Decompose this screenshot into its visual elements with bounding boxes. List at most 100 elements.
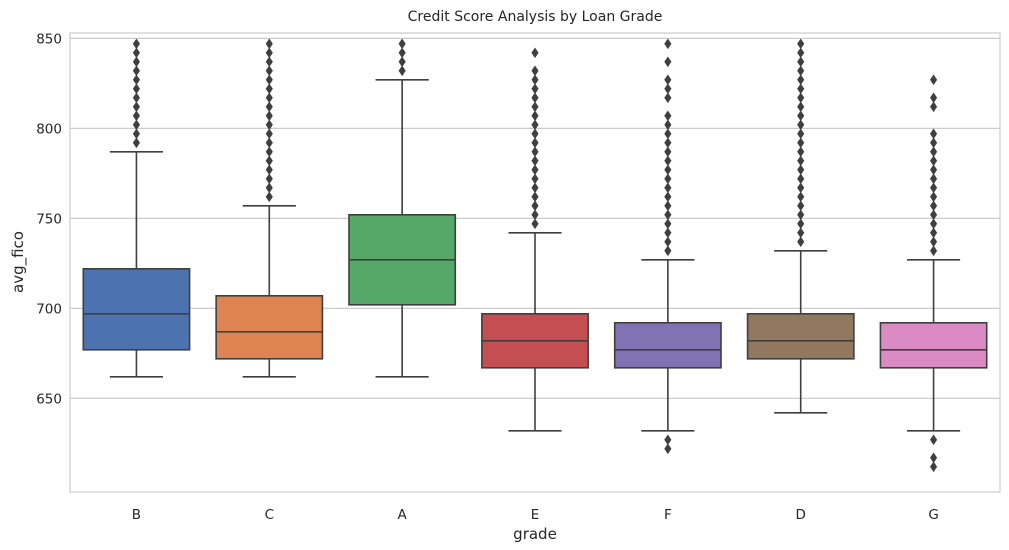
outlier-point <box>930 227 938 239</box>
outlier-point <box>265 155 273 167</box>
outlier-point <box>930 101 938 113</box>
outlier-point <box>132 119 140 131</box>
outlier-point <box>531 218 539 230</box>
outlier-point <box>265 74 273 86</box>
x-tick-label: F <box>664 507 672 523</box>
boxes <box>82 38 988 473</box>
outlier-point <box>930 137 938 149</box>
outlier-point <box>797 146 805 158</box>
box-iqr <box>746 312 855 360</box>
outlier-point <box>664 209 672 221</box>
box-iqr <box>82 267 191 351</box>
outlier-point <box>398 56 406 68</box>
outlier-point <box>797 137 805 149</box>
outlier-point <box>797 164 805 176</box>
outlier-point <box>797 173 805 185</box>
outlier-point <box>398 38 406 50</box>
outlier-point <box>930 191 938 203</box>
outlier-point <box>664 245 672 257</box>
outlier-point <box>531 92 539 104</box>
outlier-point <box>132 65 140 77</box>
outlier-point <box>265 56 273 68</box>
box-iqr <box>613 321 722 369</box>
outlier-point <box>531 155 539 167</box>
outlier-point <box>531 83 539 95</box>
y-tick-label: 650 <box>36 391 62 407</box>
outlier-point <box>132 83 140 95</box>
outlier-point <box>265 47 273 59</box>
outlier-point <box>664 164 672 176</box>
outlier-point <box>132 74 140 86</box>
x-axis-label: grade <box>513 525 557 543</box>
outlier-point <box>797 74 805 86</box>
outlier-point <box>664 173 672 185</box>
outlier-point <box>531 110 539 122</box>
outlier-point <box>265 65 273 77</box>
outlier-point <box>265 164 273 176</box>
outlier-point <box>930 128 938 140</box>
outlier-point <box>930 245 938 257</box>
outlier-point <box>930 434 938 446</box>
outlier-point <box>664 434 672 446</box>
outlier-point <box>531 164 539 176</box>
outlier-point <box>797 56 805 68</box>
outlier-point <box>664 56 672 68</box>
outlier-point <box>797 83 805 95</box>
outlier-point <box>930 155 938 167</box>
x-tick-label: G <box>928 507 938 523</box>
outlier-point <box>797 209 805 221</box>
outlier-point <box>664 83 672 95</box>
outlier-point <box>797 155 805 167</box>
outlier-point <box>664 38 672 50</box>
outlier-point <box>265 101 273 113</box>
outlier-point <box>797 101 805 113</box>
box-group-E <box>481 47 589 432</box>
box-iqr <box>215 294 324 360</box>
box-group-B <box>82 38 191 378</box>
outlier-point <box>398 47 406 59</box>
outlier-point <box>797 182 805 194</box>
outlier-point <box>930 182 938 194</box>
outlier-point <box>664 191 672 203</box>
tick-labels: 650 700 750 800 850 B C A E F D G <box>36 31 939 523</box>
outlier-point <box>930 461 938 473</box>
y-axis-label: avg_fico <box>9 231 28 293</box>
outlier-point <box>797 65 805 77</box>
outlier-point <box>531 209 539 221</box>
outlier-point <box>664 128 672 140</box>
outlier-point <box>664 110 672 122</box>
outlier-point <box>531 101 539 113</box>
outlier-point <box>132 128 140 140</box>
outlier-point <box>531 200 539 212</box>
outlier-point <box>531 137 539 149</box>
outlier-point <box>664 137 672 149</box>
outlier-point <box>930 200 938 212</box>
outlier-point <box>930 236 938 248</box>
box-group-C <box>215 38 324 378</box>
outlier-point <box>132 137 140 149</box>
y-tick-label: 800 <box>36 121 62 137</box>
outlier-point <box>930 209 938 221</box>
outlier-point <box>398 65 406 77</box>
outlier-point <box>531 182 539 194</box>
outlier-point <box>265 173 273 185</box>
outlier-point <box>797 47 805 59</box>
x-tick-label: C <box>265 507 274 523</box>
box-group-G <box>879 74 988 473</box>
outlier-point <box>132 92 140 104</box>
outlier-point <box>664 443 672 455</box>
outlier-point <box>797 227 805 239</box>
outlier-point <box>531 173 539 185</box>
outlier-point <box>664 92 672 104</box>
y-tick-label: 850 <box>36 31 62 47</box>
outlier-point <box>132 47 140 59</box>
x-tick-label: E <box>531 507 540 523</box>
chart-title: Credit Score Analysis by Loan Grade <box>408 9 663 25</box>
outlier-point <box>797 236 805 248</box>
outlier-point <box>664 119 672 131</box>
outlier-point <box>132 101 140 113</box>
outlier-point <box>265 137 273 149</box>
outlier-point <box>265 191 273 203</box>
outlier-point <box>664 200 672 212</box>
